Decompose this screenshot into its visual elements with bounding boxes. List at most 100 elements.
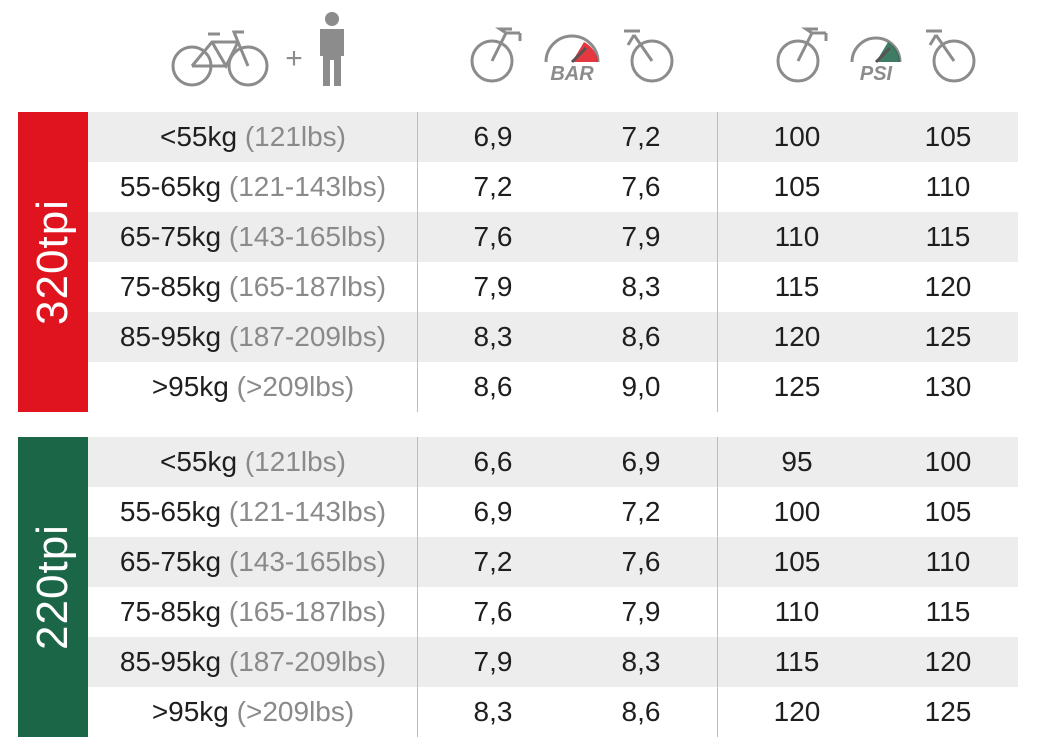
psi-front-cell: 110 <box>774 596 820 627</box>
weight-cell: >95kg (>209lbs) <box>88 687 418 737</box>
bar-front-cell: 6,9 <box>473 121 513 152</box>
bar-front-cell: 6,6 <box>473 446 513 477</box>
psi-rear-cell: 125 <box>924 321 972 352</box>
weight-lbs: (121-143lbs) <box>228 496 387 527</box>
weight-cell: 75-85kg (165-187lbs) <box>88 587 418 637</box>
table-row: 75-85kg (165-187lbs) 7,9 8,3 115 120 <box>88 262 1018 312</box>
weight-cell: 85-95kg (187-209lbs) <box>88 312 418 362</box>
bar-front-cell: 8,6 <box>473 371 513 402</box>
bar-rear-cell: 6,9 <box>621 446 661 477</box>
table-row: 75-85kg (165-187lbs) 7,6 7,9 110 115 <box>88 587 1018 637</box>
bar-rear-cell: 7,6 <box>621 171 661 202</box>
bar-rear-cell: 7,6 <box>621 546 661 577</box>
weight-lbs: (>209lbs) <box>236 371 355 402</box>
weight-kg: 75-85kg <box>119 271 222 302</box>
bar-unit-label: BAR <box>550 63 594 84</box>
weight-lbs: (121lbs) <box>244 446 347 477</box>
psi-front-cell: 105 <box>773 546 821 577</box>
weight-cell: 55-65kg (121-143lbs) <box>88 487 418 537</box>
weight-cell: 85-95kg (187-209lbs) <box>88 637 418 687</box>
psi-rear-cell: 110 <box>925 546 971 577</box>
psi-front-cell: 120 <box>773 321 821 352</box>
front-wheel-bike-icon <box>776 25 828 85</box>
weight-cell: <55kg (121lbs) <box>88 112 418 162</box>
tpi-label: 320tpi <box>28 199 77 325</box>
weight-kg: 55-65kg <box>119 496 222 527</box>
weight-cell: 75-85kg (165-187lbs) <box>88 262 418 312</box>
weight-kg: 75-85kg <box>119 596 222 627</box>
weight-cell: <55kg (121lbs) <box>88 437 418 487</box>
weight-kg: 55-65kg <box>119 171 222 202</box>
weight-kg: >95kg <box>151 696 229 727</box>
table-row: 65-75kg (143-165lbs) 7,6 7,9 110 115 <box>88 212 1018 262</box>
weight-kg: <55kg <box>159 446 238 477</box>
bar-rear-cell: 7,9 <box>621 596 661 627</box>
weight-cell: 65-75kg (143-165lbs) <box>88 212 418 262</box>
weight-lbs: (>209lbs) <box>236 696 355 727</box>
bar-rear-cell: 8,3 <box>621 646 661 677</box>
weight-kg: 85-95kg <box>119 646 222 677</box>
weight-kg: <55kg <box>159 121 238 152</box>
bar-rear-cell: 7,2 <box>621 121 661 152</box>
rear-wheel-bike-icon <box>922 25 976 85</box>
weight-kg: 65-75kg <box>119 546 222 577</box>
psi-rear-cell: 130 <box>924 371 972 402</box>
column-divider <box>417 112 418 412</box>
column-divider <box>717 437 718 737</box>
psi-front-cell: 110 <box>774 221 820 252</box>
bar-rear-cell: 8,6 <box>621 696 661 727</box>
psi-rear-cell: 120 <box>924 646 972 677</box>
weight-lbs: (165-187lbs) <box>228 596 387 627</box>
weight-lbs: (143-165lbs) <box>228 221 387 252</box>
bar-front-cell: 8,3 <box>473 321 513 352</box>
weight-lbs: (187-209lbs) <box>228 646 387 677</box>
weight-cell: 55-65kg (121-143lbs) <box>88 162 418 212</box>
table-row: 85-95kg (187-209lbs) 7,9 8,3 115 120 <box>88 637 1018 687</box>
rear-wheel-bike-icon <box>620 25 674 85</box>
table-row: >95kg (>209lbs) 8,3 8,6 120 125 <box>88 687 1018 737</box>
column-divider <box>417 437 418 737</box>
table-row: 55-65kg (121-143lbs) 6,9 7,2 100 105 <box>88 487 1018 537</box>
psi-rear-cell: 100 <box>924 446 972 477</box>
psi-gauge-icon: PSI <box>846 28 906 84</box>
tpi-group-1: 220tpi <55kg (121lbs) 6,6 6,9 95 100 55-65kg (… <box>18 437 1018 737</box>
bar-front-cell: 7,2 <box>473 546 513 577</box>
bar-front-cell: 7,6 <box>473 221 513 252</box>
psi-front-cell: 100 <box>773 496 821 527</box>
psi-front-cell: 115 <box>774 646 820 677</box>
tpi-band: 320tpi <box>18 112 88 412</box>
bar-front-cell: 7,2 <box>473 171 513 202</box>
weight-kg: >95kg <box>151 371 229 402</box>
psi-unit-label: PSI <box>860 63 893 84</box>
tpi-band: 220tpi <box>18 437 88 737</box>
bar-front-cell: 8,3 <box>473 696 513 727</box>
weight-kg: 65-75kg <box>119 221 222 252</box>
table-row: 85-95kg (187-209lbs) 8,3 8,6 120 125 <box>88 312 1018 362</box>
weight-lbs: (143-165lbs) <box>228 546 387 577</box>
psi-front-cell: 115 <box>774 271 820 302</box>
column-divider <box>717 112 718 412</box>
weight-kg: 85-95kg <box>119 321 222 352</box>
psi-front-cell: 120 <box>773 696 821 727</box>
psi-rear-cell: 115 <box>925 221 971 252</box>
bar-front-cell: 7,9 <box>473 271 513 302</box>
weight-lbs: (187-209lbs) <box>228 321 387 352</box>
weight-lbs: (121-143lbs) <box>228 171 387 202</box>
person-icon <box>316 12 348 88</box>
bar-rear-cell: 9,0 <box>621 371 661 402</box>
psi-rear-cell: 115 <box>925 596 971 627</box>
psi-rear-cell: 105 <box>924 496 972 527</box>
psi-rear-cell: 110 <box>925 171 971 202</box>
table-row: <55kg (121lbs) 6,9 7,2 100 105 <box>88 112 1018 162</box>
table-row: 65-75kg (143-165lbs) 7,2 7,6 105 110 <box>88 537 1018 587</box>
bar-front-cell: 6,9 <box>473 496 513 527</box>
psi-rear-cell: 120 <box>924 271 972 302</box>
bicycle-icon <box>168 28 272 88</box>
psi-front-cell: 95 <box>781 446 813 477</box>
psi-front-cell: 105 <box>773 171 821 202</box>
bar-rear-cell: 7,2 <box>621 496 661 527</box>
bar-front-cell: 7,9 <box>473 646 513 677</box>
psi-front-cell: 125 <box>773 371 821 402</box>
psi-rear-cell: 125 <box>924 696 972 727</box>
tpi-label: 220tpi <box>28 524 77 650</box>
